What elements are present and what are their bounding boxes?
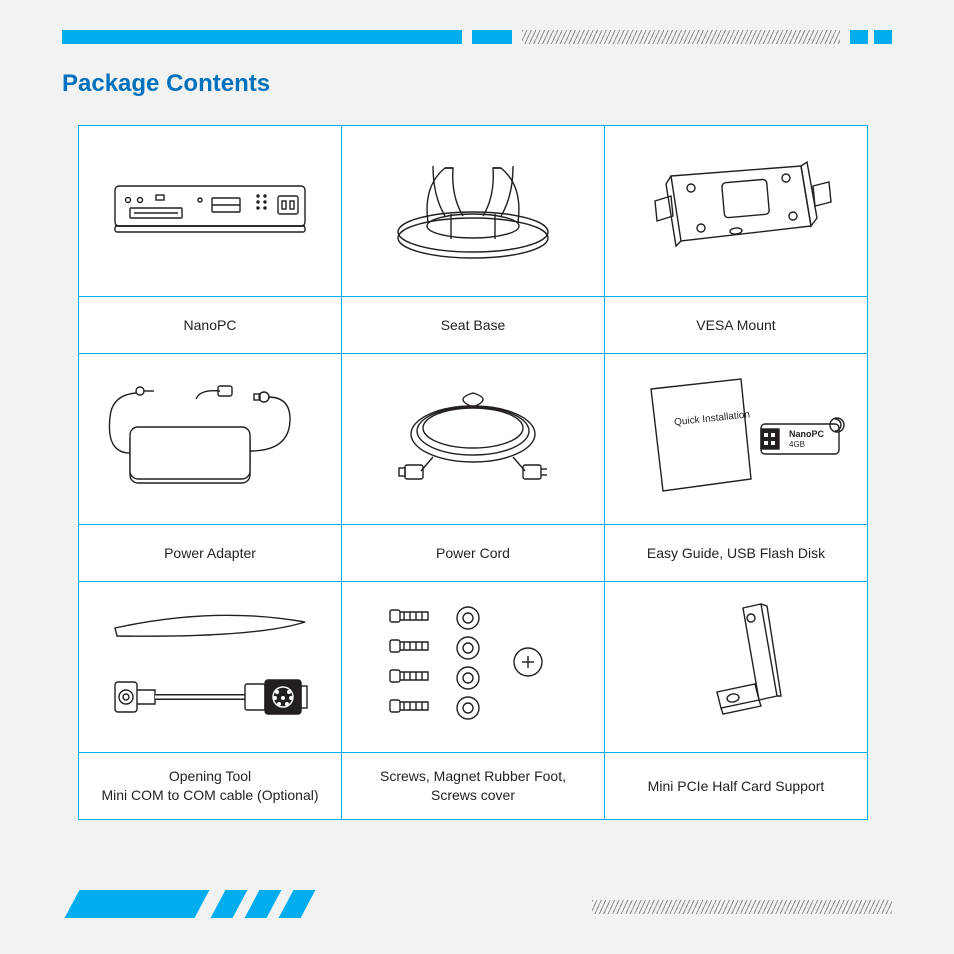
item-illustration-nanopc (79, 126, 342, 297)
page-title: Package Contents (62, 70, 270, 98)
item-label: VESA Mount (605, 297, 868, 354)
item-illustration-screws (342, 582, 605, 753)
item-label: Screws, Magnet Rubber Foot,Screws cover (342, 753, 605, 820)
item-label: Easy Guide, USB Flash Disk (605, 525, 868, 582)
item-label: Power Cord (342, 525, 605, 582)
item-label: Power Adapter (79, 525, 342, 582)
contents-table: NanoPC Seat Base VESA Mount (78, 125, 868, 820)
item-illustration-pciesupport (605, 582, 868, 753)
item-illustration-powercord (342, 354, 605, 525)
item-label: Seat Base (342, 297, 605, 354)
item-illustration-seatbase (342, 126, 605, 297)
item-illustration-poweradapter (79, 354, 342, 525)
item-label: NanoPC (79, 297, 342, 354)
bottom-decoration (62, 890, 892, 918)
item-illustration-vesamount (605, 126, 868, 297)
top-decoration (62, 30, 892, 44)
item-illustration-guideusb: Quick Installation NanoPC 4GB (605, 354, 868, 525)
item-illustration-openingtool (79, 582, 342, 753)
item-label: Mini PCIe Half Card Support (605, 753, 868, 820)
item-label: Opening ToolMini COM to COM cable (Optio… (79, 753, 342, 820)
usb-label-2: 4GB (789, 440, 805, 449)
usb-label-1: NanoPC (789, 429, 825, 439)
